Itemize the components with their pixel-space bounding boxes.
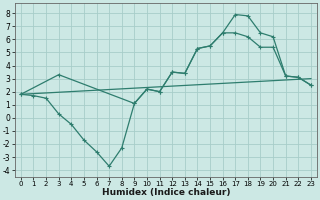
X-axis label: Humidex (Indice chaleur): Humidex (Indice chaleur) — [102, 188, 230, 197]
